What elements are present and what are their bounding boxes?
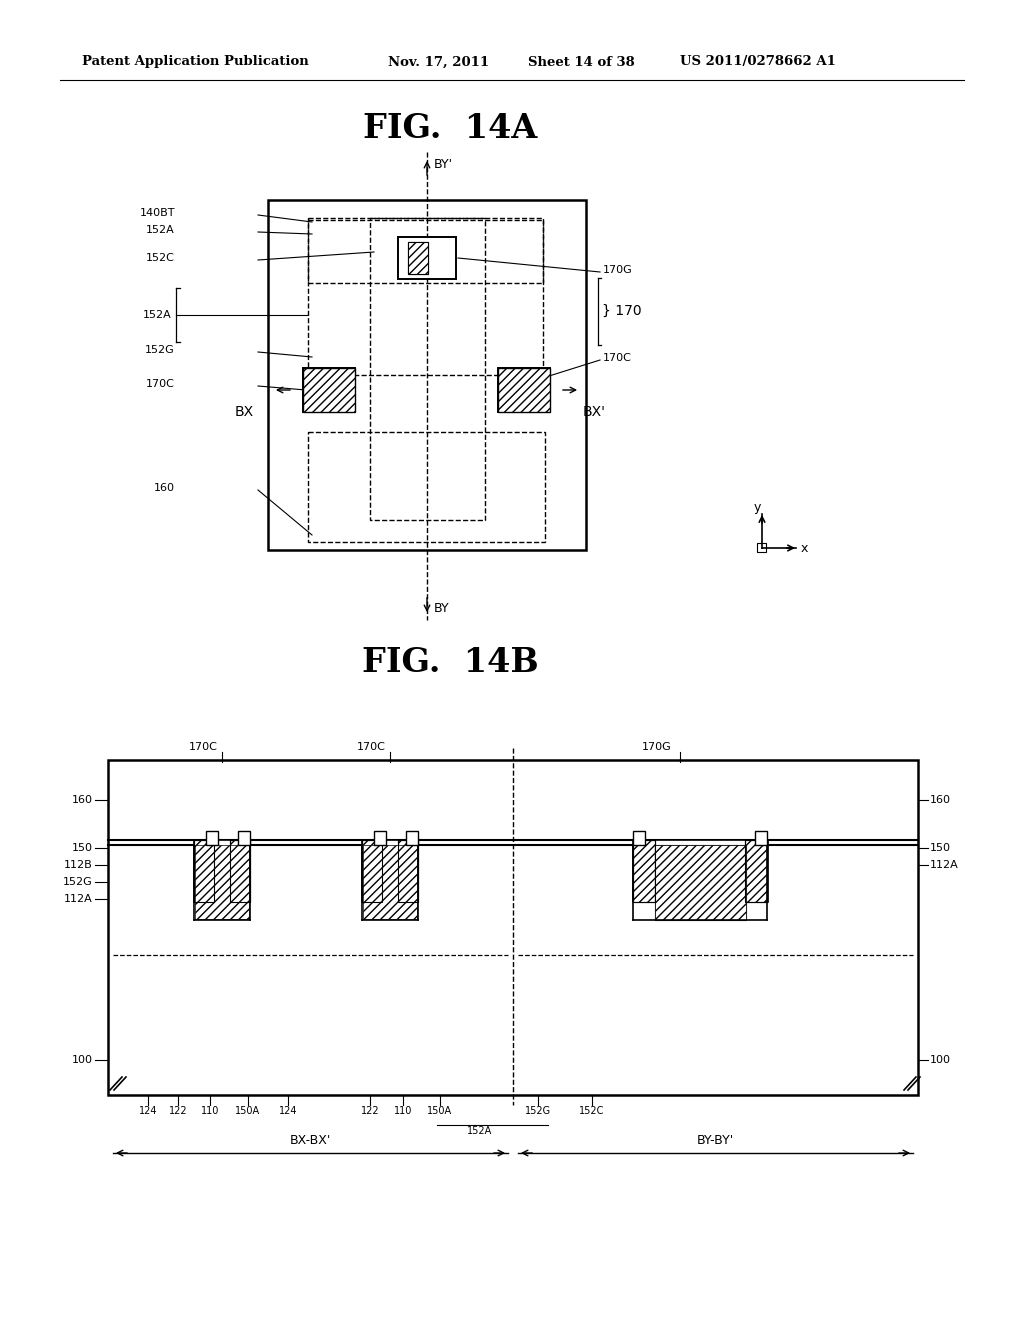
Text: 160: 160 (154, 483, 175, 492)
Text: BX': BX' (583, 405, 606, 418)
Text: 122: 122 (169, 1106, 187, 1115)
Text: US 2011/0278662 A1: US 2011/0278662 A1 (680, 55, 836, 69)
Text: 122: 122 (360, 1106, 379, 1115)
Text: BX: BX (234, 405, 254, 418)
Text: 160: 160 (930, 795, 951, 805)
Bar (238, 832, 250, 845)
Text: 100: 100 (930, 1055, 951, 1065)
Text: 112A: 112A (65, 894, 93, 904)
Bar (308, 220, 543, 375)
Text: 170G: 170G (603, 265, 633, 275)
Bar (745, 840, 767, 902)
Text: 124: 124 (138, 1106, 158, 1115)
Bar (194, 840, 250, 902)
Text: Patent Application Publication: Patent Application Publication (82, 55, 309, 69)
Text: 170G: 170G (642, 742, 672, 752)
Bar (230, 840, 250, 902)
Bar (308, 218, 543, 282)
Bar (362, 845, 417, 919)
Bar (194, 840, 214, 902)
Bar (268, 201, 586, 550)
Bar (362, 840, 382, 902)
Text: 152A: 152A (143, 310, 172, 319)
Bar (633, 840, 655, 902)
Text: 150: 150 (930, 843, 951, 853)
Bar (406, 832, 418, 845)
Text: 100: 100 (72, 1055, 93, 1065)
Text: BX-BX': BX-BX' (290, 1134, 331, 1147)
Text: 170C: 170C (603, 352, 632, 363)
Bar (633, 832, 645, 845)
Bar (655, 845, 746, 920)
Text: 150A: 150A (427, 1106, 453, 1115)
Bar (362, 840, 382, 902)
Text: 110: 110 (201, 1106, 219, 1115)
Bar (755, 832, 767, 845)
Bar (230, 840, 250, 902)
Text: 150A: 150A (236, 1106, 260, 1115)
Text: 140BT: 140BT (139, 209, 175, 218)
Text: FIG.  14B: FIG. 14B (361, 645, 539, 678)
Bar (194, 840, 214, 902)
Bar (633, 840, 655, 902)
Text: Nov. 17, 2011: Nov. 17, 2011 (388, 55, 489, 69)
Text: BY-BY': BY-BY' (696, 1134, 733, 1147)
Bar (195, 845, 249, 919)
Bar (398, 840, 418, 902)
Text: 152C: 152C (146, 253, 175, 263)
Bar (108, 760, 918, 1096)
Bar (206, 832, 218, 845)
Text: 152C: 152C (580, 1106, 605, 1115)
Text: } 170: } 170 (602, 304, 642, 318)
Text: 112B: 112B (65, 861, 93, 870)
Text: 112A: 112A (930, 861, 958, 870)
Text: 150: 150 (72, 843, 93, 853)
Bar (633, 840, 768, 902)
Text: 170C: 170C (356, 742, 385, 752)
Text: 152G: 152G (63, 876, 93, 887)
Bar (398, 840, 418, 902)
Bar (745, 840, 767, 902)
Text: x: x (801, 541, 808, 554)
Text: BY: BY (434, 602, 450, 615)
Text: 124: 124 (279, 1106, 297, 1115)
Bar (498, 368, 550, 412)
Bar (498, 368, 550, 412)
Bar (655, 845, 746, 920)
Bar (408, 242, 428, 275)
Text: FIG.  14A: FIG. 14A (362, 111, 538, 144)
Bar (370, 218, 485, 520)
Bar (757, 543, 766, 552)
Bar (374, 832, 386, 845)
Bar (303, 368, 355, 412)
Bar (362, 840, 418, 902)
Text: y: y (754, 502, 762, 515)
Text: Sheet 14 of 38: Sheet 14 of 38 (528, 55, 635, 69)
Text: BY': BY' (434, 158, 454, 172)
Text: 152G: 152G (525, 1106, 551, 1115)
Bar (303, 368, 355, 412)
Text: 160: 160 (72, 795, 93, 805)
Text: 170C: 170C (188, 742, 217, 752)
Text: 152A: 152A (146, 224, 175, 235)
Bar (398, 238, 456, 279)
Text: 110: 110 (394, 1106, 413, 1115)
Bar (408, 242, 428, 275)
Text: 170C: 170C (146, 379, 175, 389)
Bar (308, 432, 545, 543)
Text: 152G: 152G (145, 345, 175, 355)
Text: 152A: 152A (467, 1126, 493, 1137)
